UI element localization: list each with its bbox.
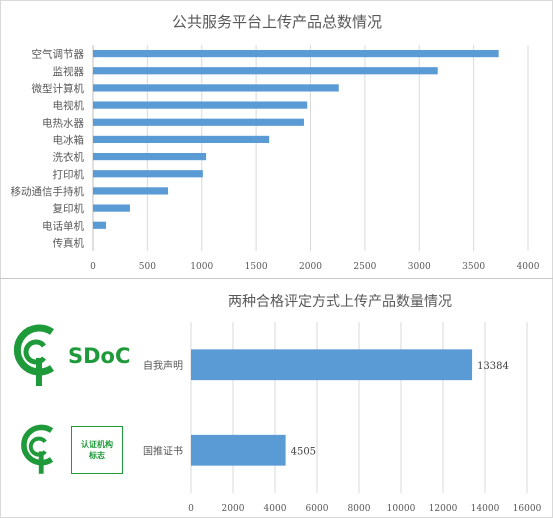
bar xyxy=(93,152,207,161)
category-label: 电热水器 xyxy=(42,116,84,129)
category-label: 移动通信手持机 xyxy=(11,185,85,198)
chart-assessment-methods: 两种合格评定方式上传产品数量情况 0 2000 4000 6000 8000 10000 12… xyxy=(143,294,542,514)
x-tick-label: 1500 xyxy=(245,262,268,272)
certification-logo: 认证机构 标志 xyxy=(18,421,128,481)
bar xyxy=(93,101,308,109)
data-label: 13384 xyxy=(477,361,509,372)
bar xyxy=(191,434,286,466)
x-tick-label: 12000 xyxy=(429,504,458,514)
x-tick-label: 500 xyxy=(139,262,156,272)
section-divider xyxy=(0,278,553,279)
x-tick-label: 4000 xyxy=(517,262,540,272)
chart-upload-totals: 公共服务平台上传产品总数情况 0 500 1000 1500 2000 2500 3000 35… xyxy=(11,13,540,272)
x-tick-label: 3000 xyxy=(408,262,431,272)
bar xyxy=(93,67,438,75)
x-tick-label: 2000 xyxy=(299,262,322,272)
bar xyxy=(93,84,339,92)
category-label: 复印机 xyxy=(53,202,85,215)
category-label: 电视机 xyxy=(53,99,85,112)
category-label: 微型计算机 xyxy=(32,82,85,95)
ccc-mark-icon xyxy=(21,424,54,474)
x-tick-label: 0 xyxy=(90,262,96,272)
x-tick-label: 3500 xyxy=(462,262,485,272)
x-tick-label: 2000 xyxy=(222,504,245,514)
category-label: 监视器 xyxy=(53,65,85,78)
chart-title: 公共服务平台上传产品总数情况 xyxy=(172,13,382,31)
category-label: 电话单机 xyxy=(42,219,84,232)
category-label: 传真机 xyxy=(53,236,85,249)
x-tick-label: 0 xyxy=(188,504,194,514)
certification-body-mark-box: 认证机构 标志 xyxy=(71,426,123,474)
sdoc-label: SDoC xyxy=(68,344,131,368)
bar xyxy=(191,349,473,381)
x-tick-label: 1000 xyxy=(190,262,213,272)
bar xyxy=(93,49,499,58)
category-label: 打印机 xyxy=(53,168,85,181)
category-label: 国推证书 xyxy=(143,444,183,457)
category-label: 自我声明 xyxy=(143,359,183,372)
bar xyxy=(93,170,203,178)
sdoc-logo: SDoC xyxy=(10,322,130,392)
x-tick-label: 10000 xyxy=(387,504,416,514)
cert-mark-line2: 标志 xyxy=(89,451,105,460)
category-label: 洗衣机 xyxy=(53,151,85,164)
ccc-mark-icon xyxy=(13,324,55,386)
category-label: 电冰箱 xyxy=(53,133,85,146)
x-tick-label: 14000 xyxy=(471,504,500,514)
x-tick-label: 6000 xyxy=(306,504,329,514)
bar xyxy=(93,204,130,212)
x-tick-label: 4000 xyxy=(264,504,287,514)
bar xyxy=(93,135,270,144)
x-tick-label: 2500 xyxy=(353,262,376,272)
bar xyxy=(93,118,304,126)
bar xyxy=(93,221,107,229)
data-label: 4505 xyxy=(291,446,316,457)
bar xyxy=(93,187,169,195)
cert-mark-line1: 认证机构 xyxy=(81,440,113,449)
x-tick-label: 8000 xyxy=(348,504,371,514)
chart-title: 两种合格评定方式上传产品数量情况 xyxy=(228,294,452,310)
category-label: 空气调节器 xyxy=(32,48,85,61)
x-tick-label: 16000 xyxy=(513,504,542,514)
